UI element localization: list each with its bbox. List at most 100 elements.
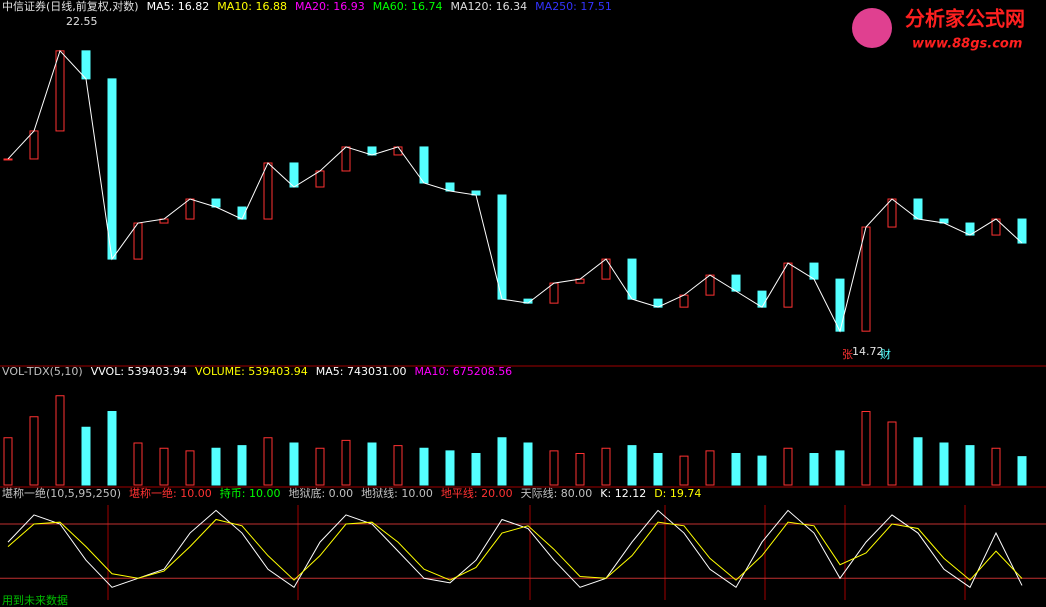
event-marker: 张: [842, 348, 853, 361]
volume-bar: [471, 453, 481, 486]
header-label: 地狱线: 10.00: [361, 486, 433, 500]
high-label: 22.55: [66, 15, 98, 28]
volume-bar: [315, 447, 325, 486]
header-label: MA10: 16.88: [217, 0, 287, 13]
volume-bar: [393, 445, 403, 486]
volume-bar: [601, 447, 611, 486]
close-line: [7, 49, 1023, 333]
volume-bar: [55, 395, 65, 486]
candle: [705, 274, 715, 296]
header-label: VOL-TDX(5,10): [2, 365, 83, 378]
header-label: MA5: 743031.00: [316, 365, 407, 378]
watermark-name: 分析家公式网: [905, 7, 1025, 31]
volume-bar: [549, 450, 559, 486]
candle: [55, 50, 65, 132]
candle: [549, 282, 559, 304]
volume-bar: [185, 450, 195, 486]
candle: [289, 162, 299, 188]
candle: [783, 262, 793, 308]
volume-bar: [367, 442, 377, 486]
candle: [731, 274, 741, 292]
volume-bar: [445, 450, 455, 486]
header-label: 天际线: 80.00: [521, 486, 593, 500]
volume-bar: [653, 453, 663, 486]
header-label: MA5: 16.82: [147, 0, 210, 13]
event-marker: 财: [880, 347, 891, 361]
volume-bar: [497, 437, 507, 486]
volume-bar: [341, 439, 351, 486]
d-line: [7, 518, 1023, 581]
volume-bar: [237, 445, 247, 486]
signal-lines: [107, 505, 966, 600]
candle: [861, 226, 871, 332]
header-label: 地平线: 20.00: [441, 486, 513, 500]
volume-bar: [1017, 456, 1027, 486]
candle: [133, 222, 143, 260]
logo-icon: [852, 8, 892, 48]
header-label: MA20: 16.93: [295, 0, 365, 13]
header-label: 堪称一绝(10,5,95,250): [2, 486, 121, 500]
header-label: MA60: 16.74: [373, 0, 443, 13]
volume-bar: [81, 426, 91, 486]
candle: [757, 290, 767, 308]
volume-bar: [627, 445, 637, 486]
candle: [1017, 218, 1027, 244]
volume-bar: [419, 447, 429, 486]
header-label: 地狱底: 0.00: [288, 486, 353, 500]
header-label: MA250: 17.51: [535, 0, 612, 13]
candle: [341, 146, 351, 172]
header-label: D: 19.74: [654, 487, 701, 500]
candle: [497, 194, 507, 300]
low-label: 14.72: [852, 345, 884, 358]
candle: [627, 258, 637, 300]
header-label: VOLUME: 539403.94: [195, 365, 308, 378]
volume-bar: [861, 411, 871, 486]
volume-bar: [965, 445, 975, 486]
volume-bar: [913, 437, 923, 486]
volume-bar: [575, 453, 585, 486]
volume-bar: [757, 455, 767, 486]
header-label: 堪称一绝: 10.00: [129, 486, 212, 500]
candle: [835, 278, 845, 332]
volume-bar: [107, 411, 117, 486]
volume-bar: [835, 450, 845, 486]
footer-note: 用到未来数据: [2, 593, 68, 607]
header-label: K: 12.12: [600, 487, 646, 500]
candle: [315, 170, 325, 188]
candle: [263, 162, 273, 220]
candle: [81, 50, 91, 80]
volume-bar: [133, 442, 143, 486]
candle: [809, 262, 819, 280]
header-label: MA10: 675208.56: [414, 365, 512, 378]
volume-bar: [263, 437, 273, 486]
volume-bar: [3, 437, 13, 486]
candle: [185, 198, 195, 220]
k-line: [7, 509, 1023, 589]
header-label: 持币: 10.00: [220, 486, 281, 500]
candle: [29, 130, 39, 160]
volume-bar: [731, 453, 741, 486]
candle: [107, 78, 117, 260]
candle: [419, 146, 429, 184]
candle: [3, 158, 13, 161]
header-label: VVOL: 539403.94: [91, 365, 187, 378]
volume-bar: [705, 450, 715, 486]
volume-bar: [809, 453, 819, 486]
volume-bar: [991, 447, 1001, 486]
volume-bar: [29, 416, 39, 486]
volume-bar: [939, 442, 949, 486]
volume-bar: [159, 447, 169, 486]
volume-bar: [679, 455, 689, 486]
candle: [601, 258, 611, 280]
candle: [913, 198, 923, 220]
volume-bar: [289, 442, 299, 486]
volume-bar: [887, 421, 897, 486]
candle: [887, 198, 897, 228]
watermark-url: www.88gs.com: [912, 37, 1022, 52]
volume-bar: [523, 442, 533, 486]
volume-bar: [211, 447, 221, 486]
chart-title: 中信证券(日线,前复权,对数): [2, 0, 139, 13]
volume-bar: [783, 447, 793, 486]
header-label: MA120: 16.34: [450, 0, 527, 13]
